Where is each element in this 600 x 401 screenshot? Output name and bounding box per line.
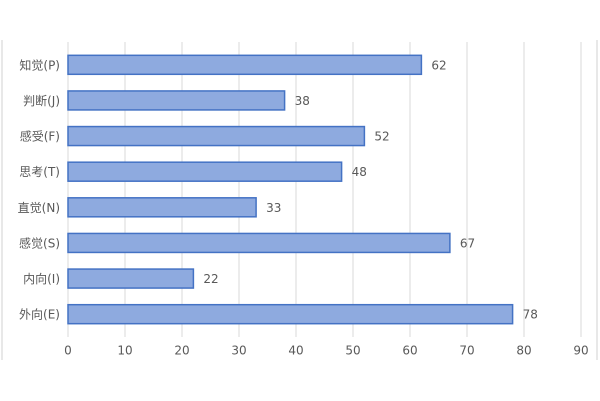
bar [67,232,451,254]
x-tick-label: 10 [117,344,132,358]
y-tick-label: 感觉(S) [19,235,60,250]
data-label: 48 [352,165,367,179]
bar [67,161,343,182]
x-tick-label: 60 [402,344,417,358]
x-tick-label: 0 [64,344,72,358]
y-tick-label: 判断(J) [23,93,60,108]
x-tick-label: 80 [516,344,531,358]
x-tick-label: 20 [174,344,189,358]
data-label: 67 [460,236,475,250]
bar [67,90,286,111]
bar [67,197,257,218]
data-label: 22 [203,272,218,286]
x-tick-label: 50 [345,344,360,358]
y-tick-label: 思考(T) [19,165,60,179]
bar [67,54,423,76]
data-label: 38 [295,94,310,108]
y-tick-label: 感受(F) [20,129,60,144]
x-tick-label: 30 [231,344,246,358]
x-tick-label: 70 [459,344,474,358]
y-tick-label: 直觉(N) [18,201,60,215]
bar [67,303,514,325]
y-tick-label: 内向(I) [23,271,60,286]
data-label: 62 [431,58,446,72]
data-label: 78 [523,308,538,322]
bar [67,268,195,289]
x-tick-label: 40 [288,344,303,358]
data-label: 33 [266,201,281,215]
bar [67,125,366,147]
x-tick-label: 90 [573,344,588,358]
data-label: 52 [374,130,389,144]
y-tick-label: 外向(E) [19,307,60,322]
y-tick-label: 知觉(P) [19,58,60,72]
